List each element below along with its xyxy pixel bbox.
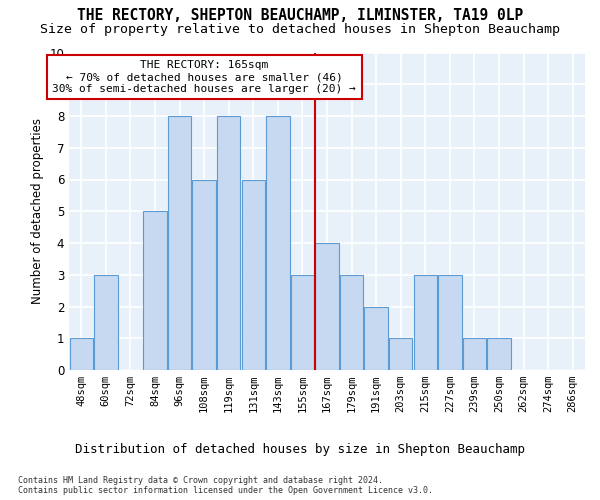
Bar [168,116,191,370]
Bar [340,275,363,370]
Bar [316,243,338,370]
Bar [217,116,241,370]
Bar [193,180,216,370]
Bar [413,275,437,370]
Text: THE RECTORY: 165sqm
← 70% of detached houses are smaller (46)
30% of semi-detach: THE RECTORY: 165sqm ← 70% of detached ho… [52,60,356,94]
Bar [463,338,486,370]
Bar [242,180,265,370]
Bar [143,211,167,370]
Y-axis label: Number of detached properties: Number of detached properties [31,118,44,304]
Text: Distribution of detached houses by size in Shepton Beauchamp: Distribution of detached houses by size … [75,442,525,456]
Bar [291,275,314,370]
Bar [389,338,412,370]
Text: Size of property relative to detached houses in Shepton Beauchamp: Size of property relative to detached ho… [40,22,560,36]
Text: THE RECTORY, SHEPTON BEAUCHAMP, ILMINSTER, TA19 0LP: THE RECTORY, SHEPTON BEAUCHAMP, ILMINSTE… [77,8,523,22]
Bar [266,116,290,370]
Bar [487,338,511,370]
Bar [94,275,118,370]
Bar [70,338,93,370]
Bar [364,306,388,370]
Text: Contains HM Land Registry data © Crown copyright and database right 2024.
Contai: Contains HM Land Registry data © Crown c… [18,476,433,495]
Bar [438,275,461,370]
